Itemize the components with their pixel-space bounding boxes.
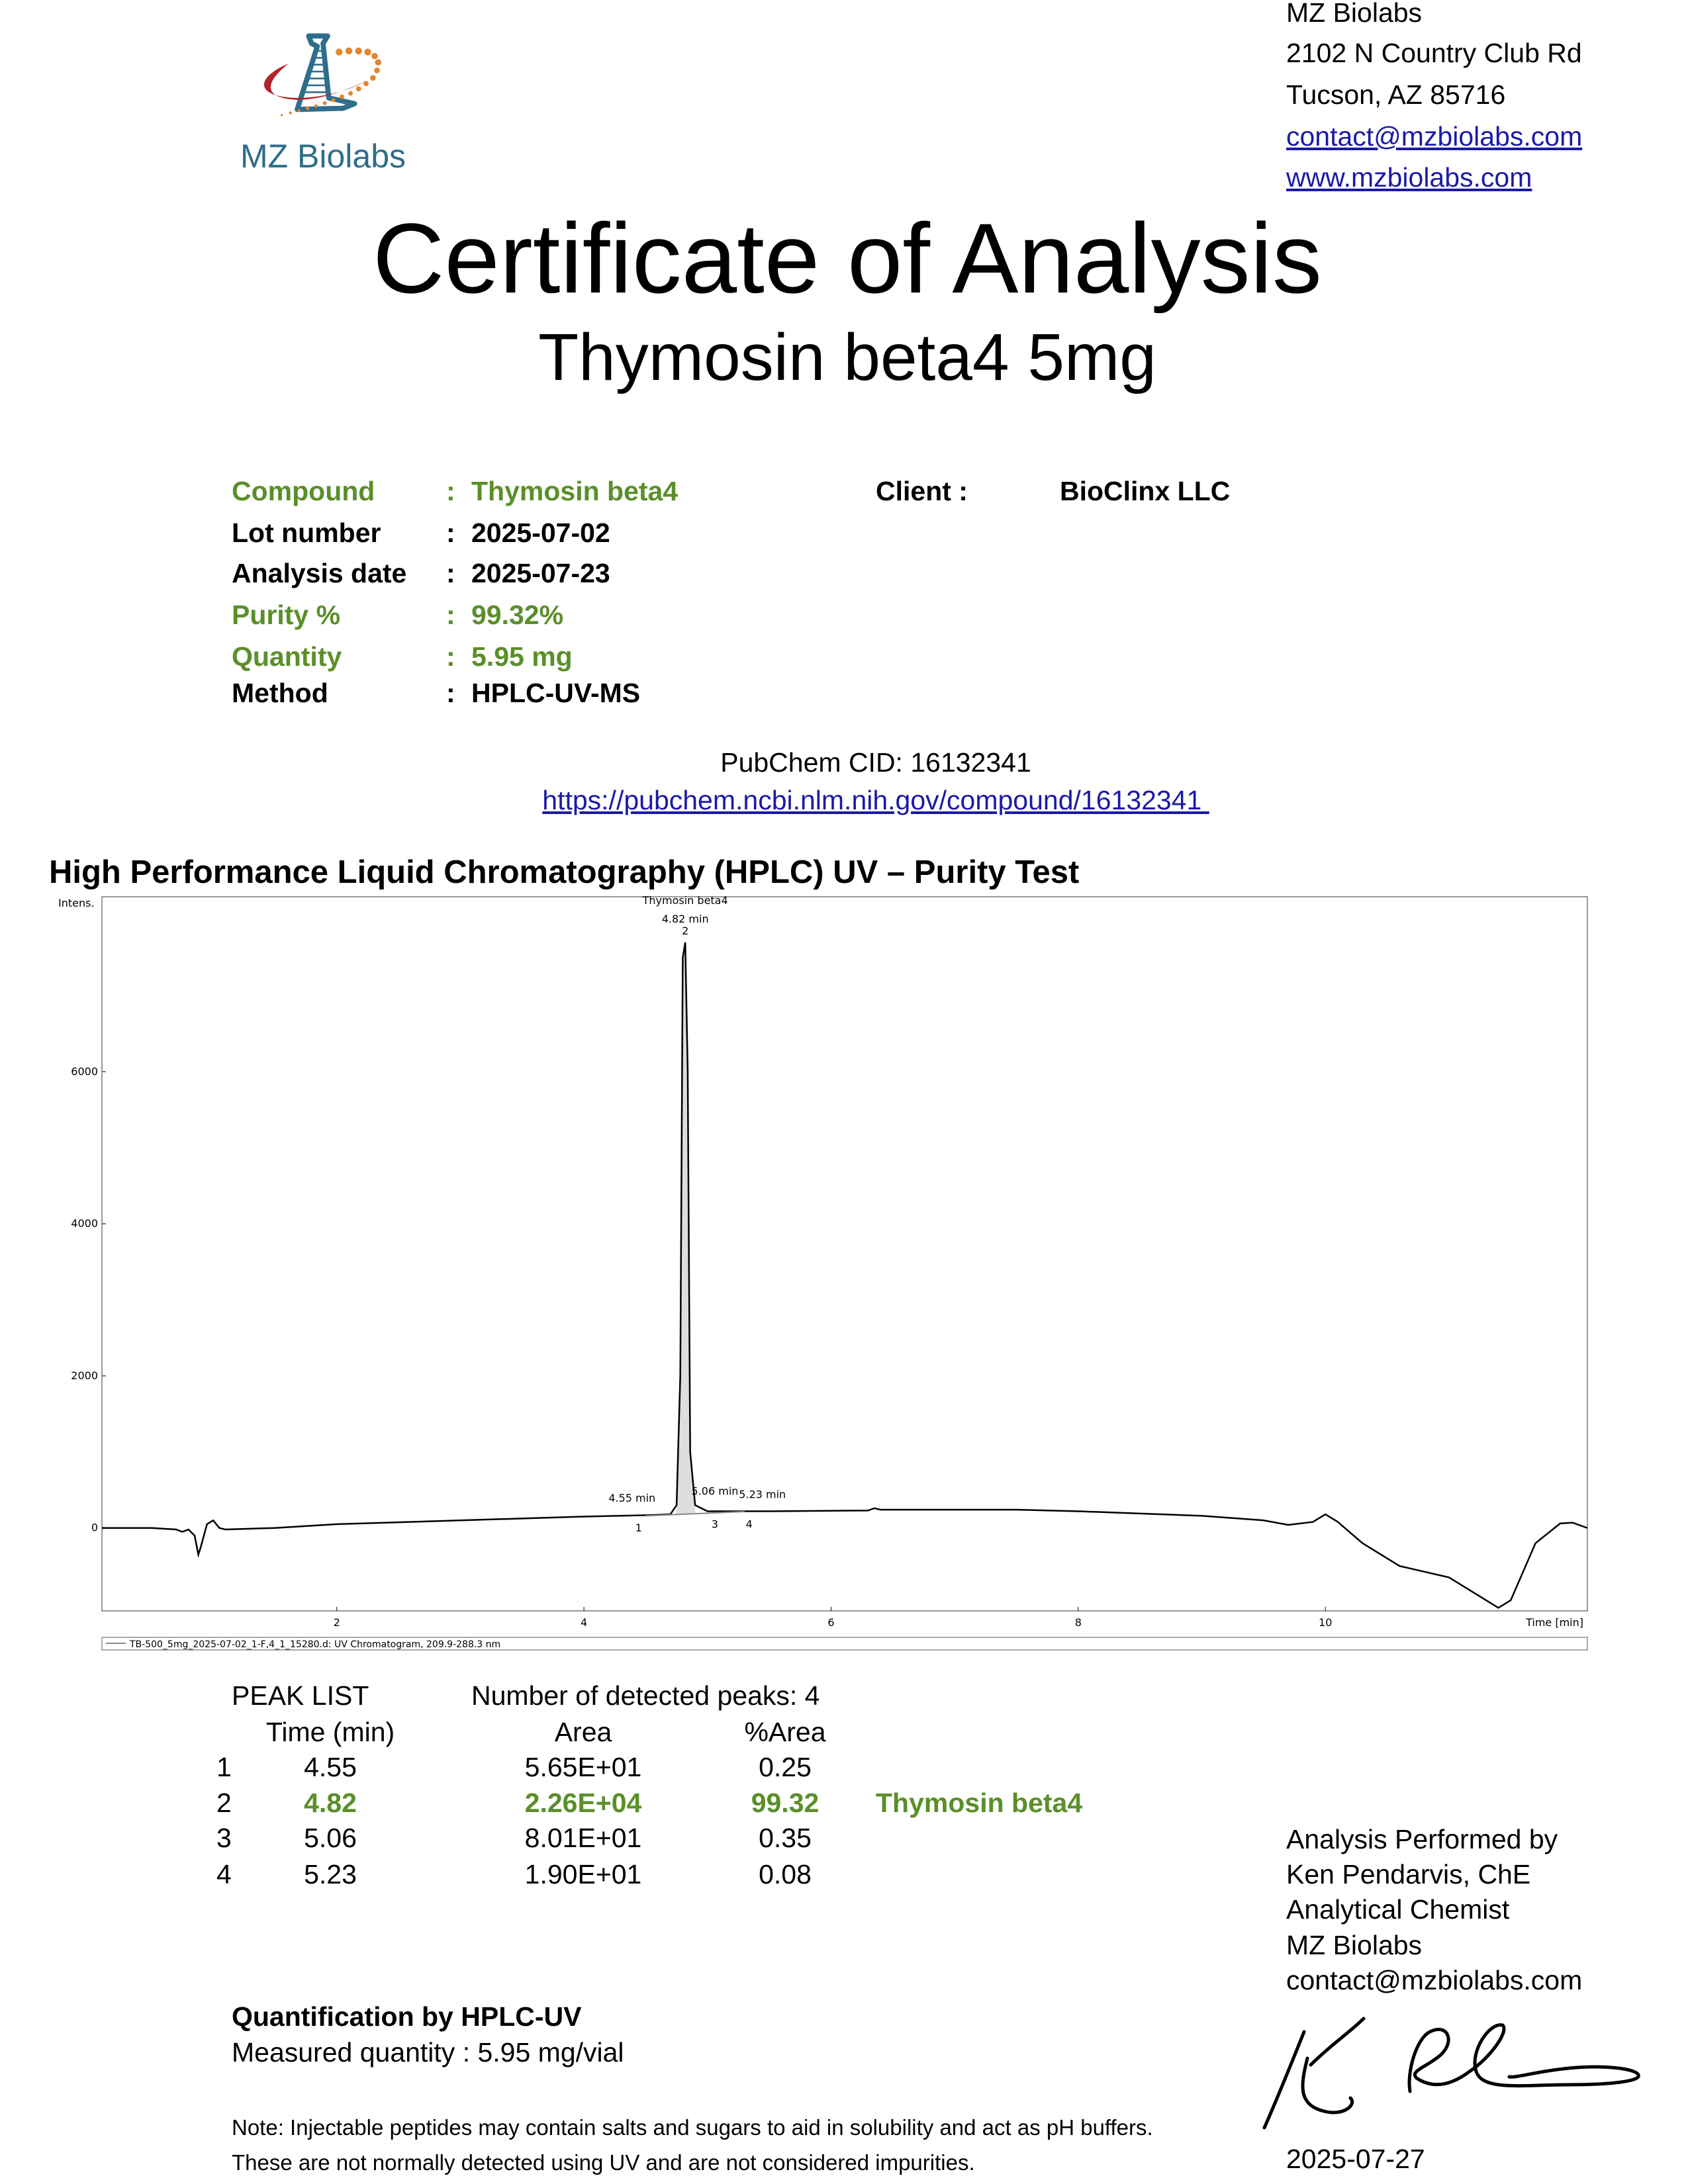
peak-pct-area: 0.25 xyxy=(759,1752,812,1782)
page-subtitle: Thymosin beta4 5mg xyxy=(538,320,1156,394)
peak-number-label: 3 xyxy=(712,1518,718,1530)
legend-box xyxy=(101,1637,1588,1651)
peak-number-label: 2 xyxy=(682,925,688,937)
pubchem-link[interactable]: https://pubchem.ncbi.nlm.nih.gov/compoun… xyxy=(542,785,1209,815)
address-line1: 2102 N Country Club Rd xyxy=(1286,38,1582,68)
analyst-email: contact@mzbiolabs.com xyxy=(1286,1965,1583,1995)
y-tick-label: 0 xyxy=(91,1522,98,1534)
peak-area: 8.01E+01 xyxy=(524,1823,642,1853)
x-tick-label: 2 xyxy=(334,1616,340,1629)
peak-area: 1.90E+01 xyxy=(524,1859,642,1889)
analyst-name: Ken Pendarvis, ChE xyxy=(1286,1859,1531,1889)
peak-time: 5.23 xyxy=(304,1859,357,1889)
peak-area: 2.26E+04 xyxy=(524,1788,642,1818)
peak-number: 4 xyxy=(216,1859,232,1889)
peak-number: 3 xyxy=(216,1823,232,1853)
legend-entry: TB-500_5mg_2025-07-02_1-F,4_1_15280.d: U… xyxy=(129,1639,500,1650)
analyst-company: MZ Biolabs xyxy=(1286,1930,1423,1960)
x-axis-label: Time [min] xyxy=(1525,1616,1583,1629)
flask-logo-icon xyxy=(263,33,381,116)
method-value: HPLC-UV-MS xyxy=(471,678,641,708)
analyst-title: Analytical Chemist xyxy=(1286,1894,1510,1925)
signature-date: 2025-07-27 xyxy=(1286,2144,1425,2174)
x-tick-label: 10 xyxy=(1319,1616,1332,1629)
colon: : xyxy=(446,641,455,672)
method-label: Method xyxy=(232,678,328,708)
page-title: Certificate of Analysis xyxy=(373,203,1322,314)
website-link[interactable]: www.mzbiolabs.com xyxy=(1286,162,1532,193)
y-tick-label: 2000 xyxy=(71,1369,98,1382)
plot-frame xyxy=(101,896,1588,1612)
peak-time-label: 5.06 min xyxy=(692,1484,739,1497)
peak-time-label: 5.23 min xyxy=(739,1488,786,1500)
peak-pct-area: 0.08 xyxy=(759,1859,812,1889)
peak-time-label: 4.55 min xyxy=(608,1492,655,1504)
note-line1: Note: Injectable peptides may contain sa… xyxy=(232,2115,1153,2140)
chromatogram-trace xyxy=(102,942,1588,1609)
peak-list-title: PEAK LIST xyxy=(232,1680,369,1711)
hplc-heading: High Performance Liquid Chromatography (… xyxy=(49,854,1080,890)
quantity-value: 5.95 mg xyxy=(471,641,573,672)
measured-quantity: Measured quantity : 5.95 mg/vial xyxy=(232,2037,624,2068)
peak-pct-area: 99.32 xyxy=(751,1788,820,1818)
column-header-time: Time (min) xyxy=(265,1717,395,1747)
lot-label: Lot number xyxy=(232,518,381,548)
signature-image xyxy=(1262,2017,1640,2130)
colon: : xyxy=(446,518,455,548)
purity-label: Purity % xyxy=(232,600,341,630)
address-line2: Tucson, AZ 85716 xyxy=(1286,79,1506,110)
colon: : xyxy=(446,600,455,630)
peak-time: 4.82 xyxy=(304,1788,357,1818)
detected-peaks-count: Number of detected peaks: 4 xyxy=(471,1680,820,1711)
y-tick-label: 4000 xyxy=(71,1217,98,1230)
column-header-area: Area xyxy=(554,1717,612,1747)
company-logo: MZ Biolabs xyxy=(237,21,409,180)
peak-pct-area: 0.35 xyxy=(759,1823,812,1853)
peak-time: 5.06 xyxy=(304,1823,357,1853)
y-axis-label: Intens. xyxy=(58,897,95,909)
colon: : xyxy=(446,678,455,708)
colon: : xyxy=(446,476,455,506)
peak-name: Thymosin beta4 xyxy=(876,1788,1083,1818)
pubchem-cid: PubChem CID: 16132341 xyxy=(720,747,1031,778)
client-label: Client : xyxy=(876,476,968,506)
analysis-date-value: 2025-07-23 xyxy=(471,558,610,588)
quantification-heading: Quantification by HPLC-UV xyxy=(232,2001,582,2032)
purity-value: 99.32% xyxy=(471,600,564,630)
peak-number-label: 4 xyxy=(746,1518,753,1530)
compound-value: Thymosin beta4 xyxy=(471,476,679,506)
column-header-pct-area: %Area xyxy=(744,1717,826,1747)
peak-compound-label: Thymosin beta4 xyxy=(642,894,728,907)
quantity-label: Quantity xyxy=(232,641,342,672)
peak-number: 2 xyxy=(216,1788,232,1818)
x-tick-label: 6 xyxy=(827,1616,834,1629)
peak-number-label: 1 xyxy=(635,1522,642,1534)
analyst-line1: Analysis Performed by xyxy=(1286,1824,1558,1854)
x-tick-label: 4 xyxy=(581,1616,587,1629)
client-value: BioClinx LLC xyxy=(1060,476,1231,506)
peak-area: 5.65E+01 xyxy=(524,1752,642,1782)
x-tick-label: 8 xyxy=(1075,1616,1082,1629)
peak-number: 1 xyxy=(216,1752,232,1782)
integration-baseline xyxy=(645,1511,745,1517)
colon: : xyxy=(446,558,455,588)
peak-time: 4.55 xyxy=(304,1752,357,1782)
lot-value: 2025-07-02 xyxy=(471,518,610,548)
note-line2: These are not normally detected using UV… xyxy=(232,2150,975,2175)
analysis-date-label: Analysis date xyxy=(232,558,407,588)
compound-label: Compound xyxy=(232,476,375,506)
logo-text: MZ Biolabs xyxy=(240,138,406,175)
main-peak-area xyxy=(677,942,696,1515)
company-name: MZ Biolabs xyxy=(1286,0,1423,28)
peak-time-label: 4.82 min xyxy=(662,913,709,925)
email-link[interactable]: contact@mzbiolabs.com xyxy=(1286,121,1583,152)
y-tick-label: 6000 xyxy=(71,1065,98,1077)
